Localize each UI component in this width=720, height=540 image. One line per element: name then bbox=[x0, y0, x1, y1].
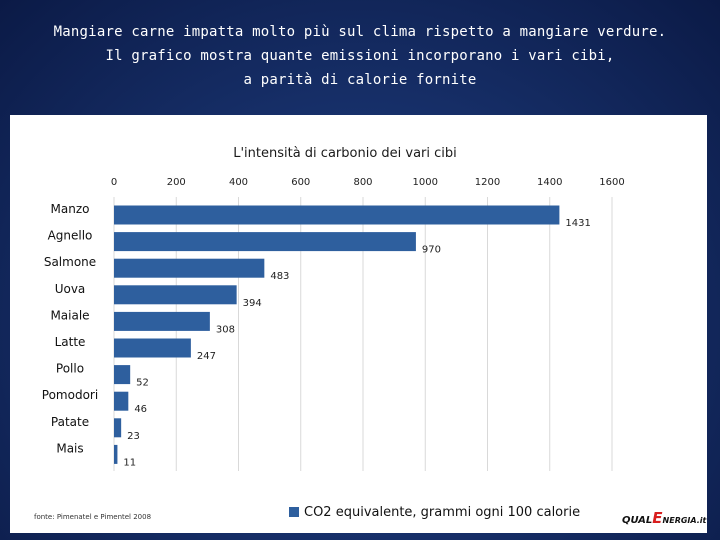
value-label: 52 bbox=[136, 378, 149, 389]
bar bbox=[114, 418, 122, 438]
value-label: 483 bbox=[270, 271, 289, 282]
x-tick-label: 1600 bbox=[599, 177, 624, 188]
bar bbox=[114, 258, 265, 278]
bar bbox=[114, 365, 131, 385]
x-tick-label: 400 bbox=[229, 177, 248, 188]
logo-part-e: E bbox=[652, 509, 663, 527]
category-label: Pomodori bbox=[42, 388, 98, 402]
svg-text:QUALENERGIA.it: QUALENERGIA.it bbox=[622, 509, 707, 527]
legend-swatch bbox=[289, 507, 299, 517]
slide-title-line-1: Mangiare carne impatta molto più sul cli… bbox=[53, 24, 667, 40]
category-label: Latte bbox=[55, 335, 86, 349]
value-label: 247 bbox=[197, 351, 216, 362]
chart-source: fonte: Pimenatel e Pimentel 2008 bbox=[34, 513, 151, 521]
value-label: 11 bbox=[123, 457, 136, 468]
bar bbox=[114, 391, 129, 411]
bar bbox=[114, 338, 191, 358]
bar bbox=[114, 285, 237, 305]
value-label: 308 bbox=[216, 324, 235, 335]
value-label: 394 bbox=[243, 298, 262, 309]
value-label: 46 bbox=[134, 404, 147, 415]
category-label: Maiale bbox=[50, 308, 89, 322]
qualenergia-logo: QUALENERGIA.it bbox=[622, 509, 707, 527]
chart-panel: L'intensità di carbonio dei vari cibi 0 2… bbox=[10, 115, 707, 533]
chart-title: L'intensità di carbonio dei vari cibi bbox=[233, 146, 457, 161]
category-labels: Manzo Agnello Salmone Uova Maiale Latte Pollo P… bbox=[42, 202, 98, 455]
value-label: 970 bbox=[422, 245, 441, 256]
x-tick-label: 1000 bbox=[413, 177, 438, 188]
value-label: 23 bbox=[127, 431, 140, 442]
legend: CO2 equivalente, grammi ogni 100 calorie bbox=[289, 505, 580, 520]
bar bbox=[114, 444, 118, 464]
bar bbox=[114, 205, 560, 225]
logo-part-qual: QUAL bbox=[622, 515, 652, 526]
bars bbox=[114, 205, 560, 464]
category-label: Manzo bbox=[51, 202, 90, 216]
bar bbox=[114, 232, 416, 252]
category-label: Mais bbox=[56, 441, 83, 455]
legend-label: CO2 equivalente, grammi ogni 100 calorie bbox=[304, 505, 580, 520]
slide-title-line-3: a parità di calorie fornite bbox=[243, 72, 477, 88]
category-label: Agnello bbox=[48, 229, 93, 243]
category-label: Patate bbox=[51, 415, 89, 429]
x-tick-label: 1400 bbox=[537, 177, 562, 188]
bar-chart: L'intensità di carbonio dei vari cibi 0 2… bbox=[34, 146, 707, 527]
x-tick-label: 0 bbox=[111, 177, 117, 188]
slide-title: Mangiare carne impatta molto più sul cli… bbox=[0, 20, 720, 92]
category-label: Pollo bbox=[56, 362, 84, 376]
category-label: Uova bbox=[55, 282, 86, 296]
logo-part-it: .it bbox=[697, 516, 707, 525]
value-labels: 1431 970 483 394 308 247 52 46 23 11 bbox=[123, 218, 590, 468]
x-tick-label: 200 bbox=[167, 177, 186, 188]
x-tick-label: 800 bbox=[353, 177, 372, 188]
x-tick-label: 1200 bbox=[475, 177, 500, 188]
x-tick-label: 600 bbox=[291, 177, 310, 188]
logo-part-nergia: NERGIA bbox=[663, 516, 697, 525]
slide-title-line-2: Il grafico mostra quante emissioni incor… bbox=[105, 48, 615, 64]
value-label: 1431 bbox=[565, 218, 590, 229]
x-tick-labels: 0 200 400 600 800 1000 1200 1400 1600 bbox=[111, 177, 625, 188]
bar bbox=[114, 311, 210, 331]
category-label: Salmone bbox=[44, 255, 96, 269]
